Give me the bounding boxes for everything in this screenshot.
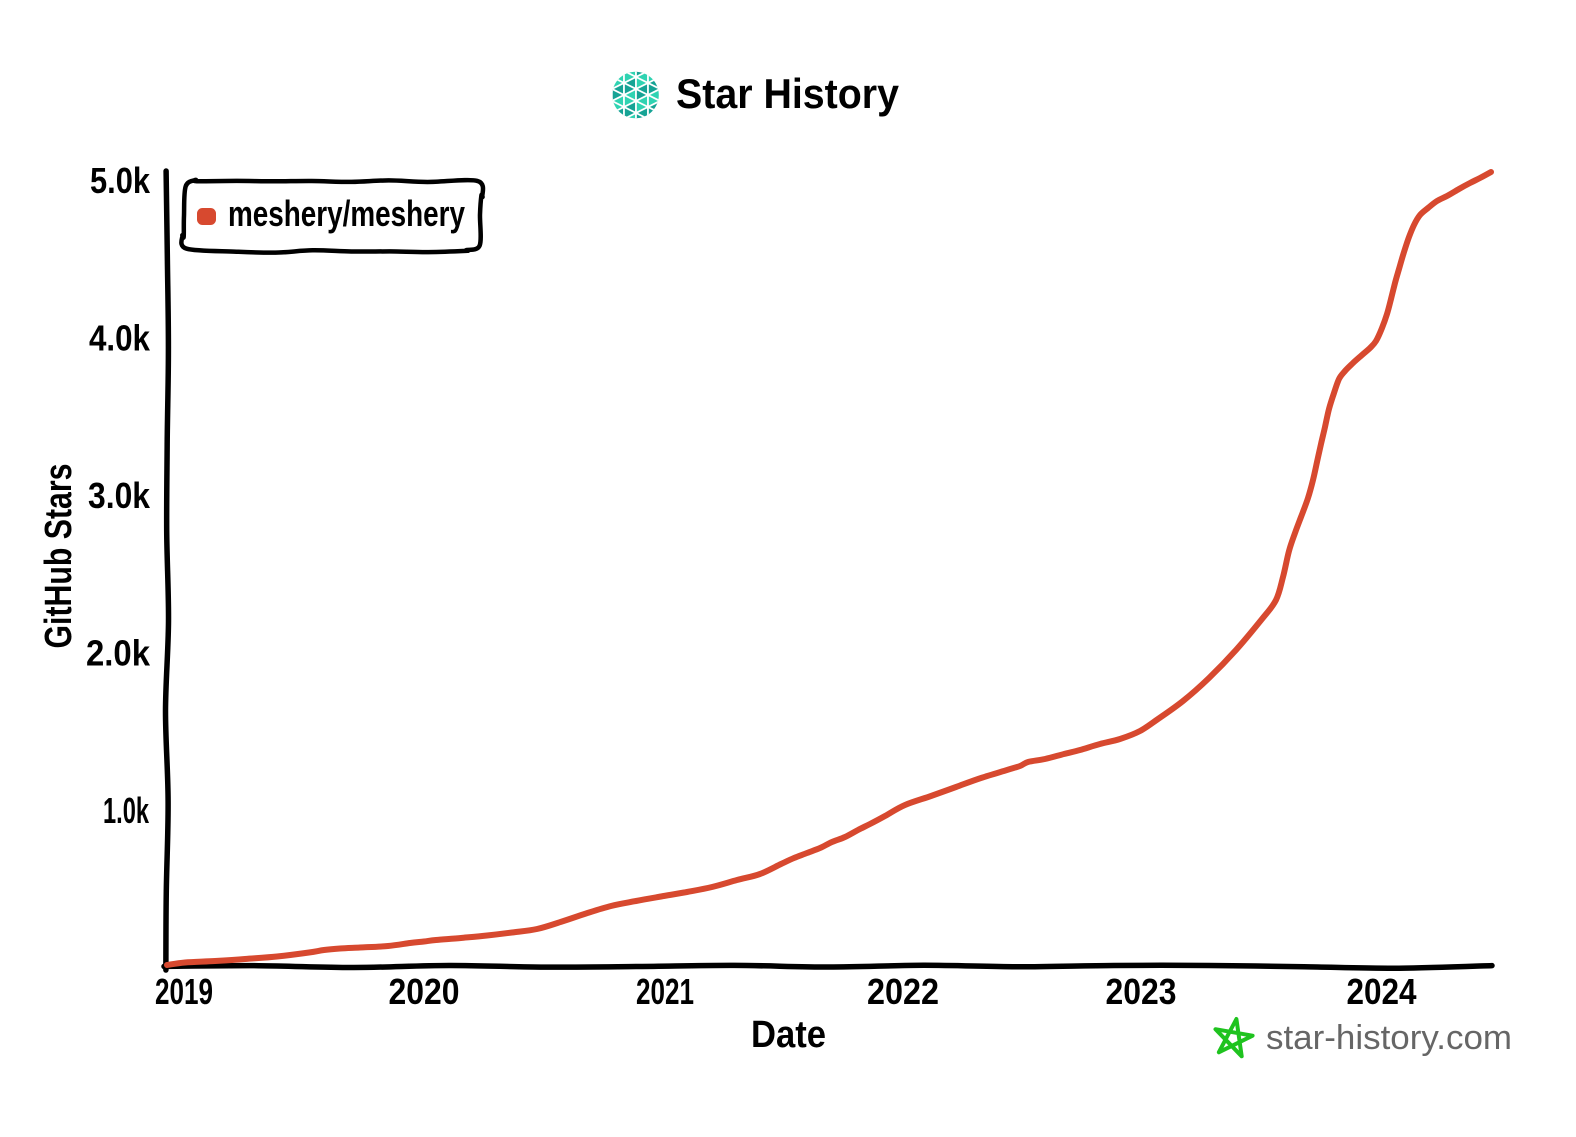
svg-text:3.0k: 3.0k: [88, 475, 151, 516]
svg-text:Date: Date: [751, 1014, 826, 1056]
svg-text:2024: 2024: [1347, 971, 1417, 1012]
svg-text:Star History: Star History: [676, 70, 900, 117]
svg-text:4.0k: 4.0k: [89, 318, 151, 359]
svg-text:2023: 2023: [1106, 971, 1177, 1012]
svg-text:2.0k: 2.0k: [86, 633, 151, 674]
svg-text:1.0k: 1.0k: [103, 790, 150, 831]
svg-text:2022: 2022: [867, 971, 939, 1012]
svg-text:meshery/meshery: meshery/meshery: [228, 193, 465, 234]
svg-text:star-history.com: star-history.com: [1266, 1019, 1512, 1057]
svg-text:2019: 2019: [155, 971, 213, 1012]
svg-text:5.0k: 5.0k: [90, 160, 151, 201]
svg-text:GitHub Stars: GitHub Stars: [38, 464, 80, 649]
svg-text:2021: 2021: [636, 971, 694, 1012]
svg-text:2020: 2020: [389, 971, 460, 1012]
